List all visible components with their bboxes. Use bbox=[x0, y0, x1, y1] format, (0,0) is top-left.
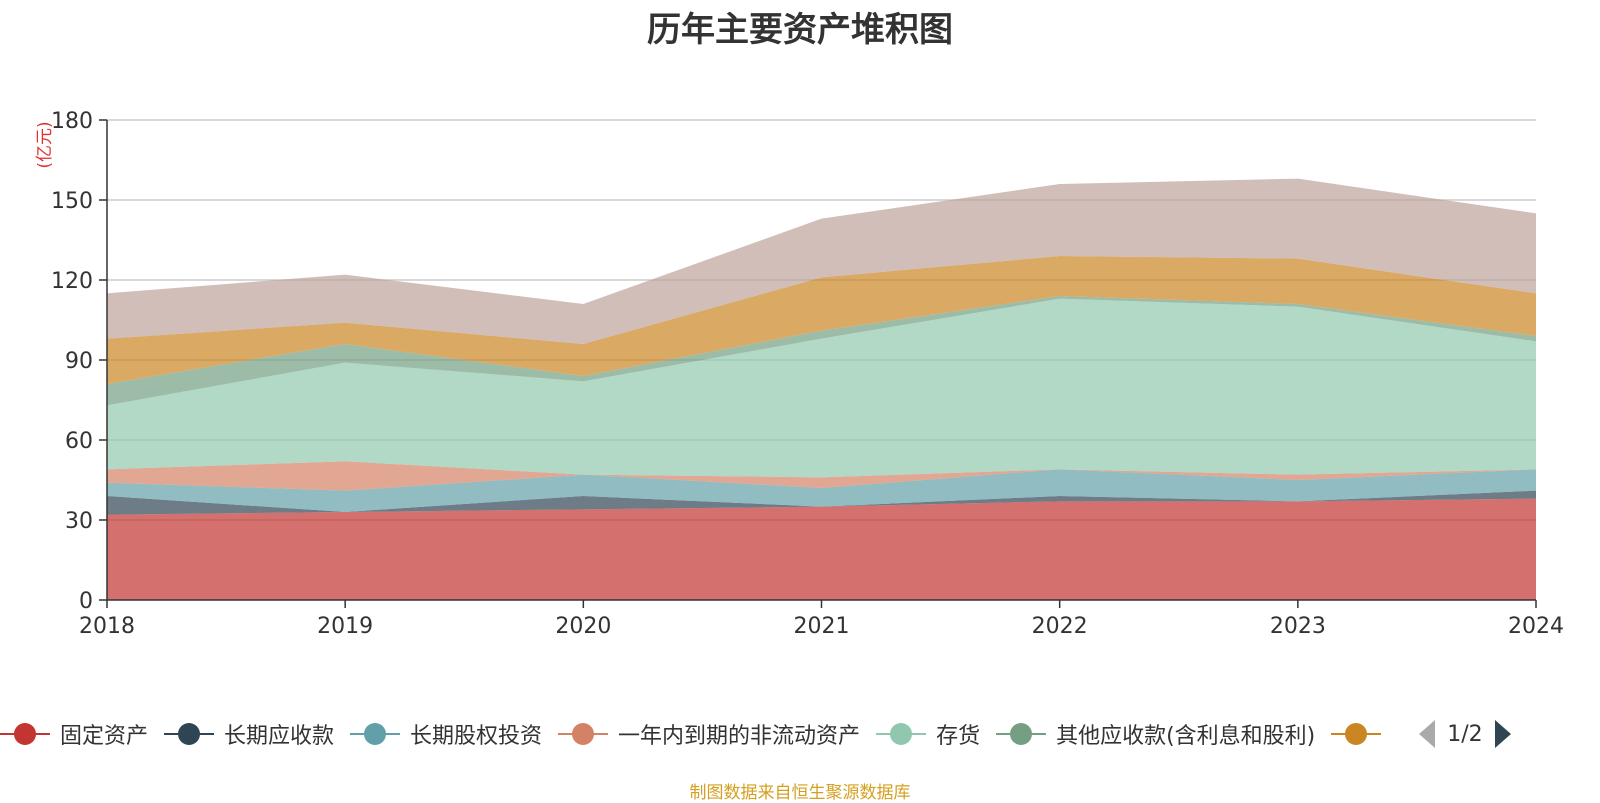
next-page-icon[interactable] bbox=[1494, 720, 1511, 748]
area-series-5[interactable] bbox=[107, 298, 1536, 478]
legend-item[interactable]: 固定资产 bbox=[0, 718, 148, 750]
chart-title: 历年主要资产堆积图 bbox=[647, 10, 953, 50]
legend-marker-icon bbox=[164, 722, 215, 746]
axes: 0 30 60 90 120 150 180 2018 2019 2020 2021 2022 2023… bbox=[51, 109, 1564, 639]
legend-item[interactable]: 其他应收款(含利息和股利) bbox=[996, 718, 1315, 750]
legend-marker-icon bbox=[0, 722, 50, 746]
legend-label: 固定资产 bbox=[60, 724, 149, 749]
source-note: 制图数据来自恒生聚源数据库 bbox=[689, 783, 911, 803]
stacked-area-chart: 0 30 60 90 120 150 180 2018 2019 2020 2021 2022 2023… bbox=[35, 109, 1564, 639]
legend-marker-icon bbox=[996, 722, 1047, 746]
legend-marker-icon bbox=[350, 722, 401, 746]
legend-label: 其他应收款(含利息和股利) bbox=[1056, 724, 1316, 749]
area-series-7[interactable] bbox=[107, 256, 1536, 384]
y-tick-label: 60 bbox=[65, 429, 93, 454]
y-tick-label: 180 bbox=[51, 109, 93, 134]
legend-marker-icon bbox=[558, 722, 609, 746]
legend-label: 长期应收款 bbox=[224, 724, 335, 749]
legend-item[interactable]: 一年内到期的非流动资产 bbox=[558, 718, 860, 750]
area-series-2[interactable] bbox=[107, 490, 1536, 515]
legend-item[interactable] bbox=[1331, 722, 1391, 746]
x-tick-label: 2022 bbox=[1032, 614, 1088, 639]
legend-marker-icon bbox=[1331, 722, 1382, 746]
y-tick-label: 120 bbox=[51, 269, 93, 294]
y-axis-unit: (亿元) bbox=[35, 121, 55, 168]
legend-label: 一年内到期的非流动资产 bbox=[618, 724, 861, 749]
x-tick-label: 2021 bbox=[794, 614, 850, 639]
x-tick-label: 2019 bbox=[317, 614, 373, 639]
y-tick-label: 30 bbox=[65, 509, 93, 534]
x-tick-label: 2023 bbox=[1270, 614, 1326, 639]
area-series-3[interactable] bbox=[107, 469, 1536, 512]
y-tick-label: 90 bbox=[65, 349, 93, 374]
area-series-6[interactable] bbox=[107, 296, 1536, 406]
x-tick-label: 2020 bbox=[555, 614, 611, 639]
legend: 固定资产 长期应收款 长期股权投资 一年内到期的非流动资产 存货 其他应收款(含利息和股利… bbox=[0, 712, 1600, 756]
x-tick-label: 2018 bbox=[79, 614, 135, 639]
y-tick-label: 150 bbox=[51, 189, 93, 214]
legend-pager: 1/2 bbox=[1411, 720, 1511, 748]
legend-marker-icon bbox=[876, 722, 927, 746]
prev-page-icon[interactable] bbox=[1419, 720, 1436, 748]
legend-item[interactable]: 长期应收款 bbox=[164, 718, 334, 750]
legend-item[interactable]: 存货 bbox=[876, 718, 980, 750]
area-series-1[interactable] bbox=[107, 498, 1536, 600]
legend-label: 存货 bbox=[936, 724, 981, 749]
legend-item[interactable]: 长期股权投资 bbox=[350, 718, 542, 750]
y-tick-label: 0 bbox=[79, 589, 93, 614]
area-series-8[interactable] bbox=[107, 178, 1536, 344]
x-tick-label: 2024 bbox=[1508, 614, 1564, 639]
legend-page-indicator: 1/2 bbox=[1447, 721, 1483, 747]
area-series-4[interactable] bbox=[107, 461, 1536, 491]
area-series bbox=[107, 178, 1536, 600]
legend-label: 长期股权投资 bbox=[410, 724, 543, 749]
